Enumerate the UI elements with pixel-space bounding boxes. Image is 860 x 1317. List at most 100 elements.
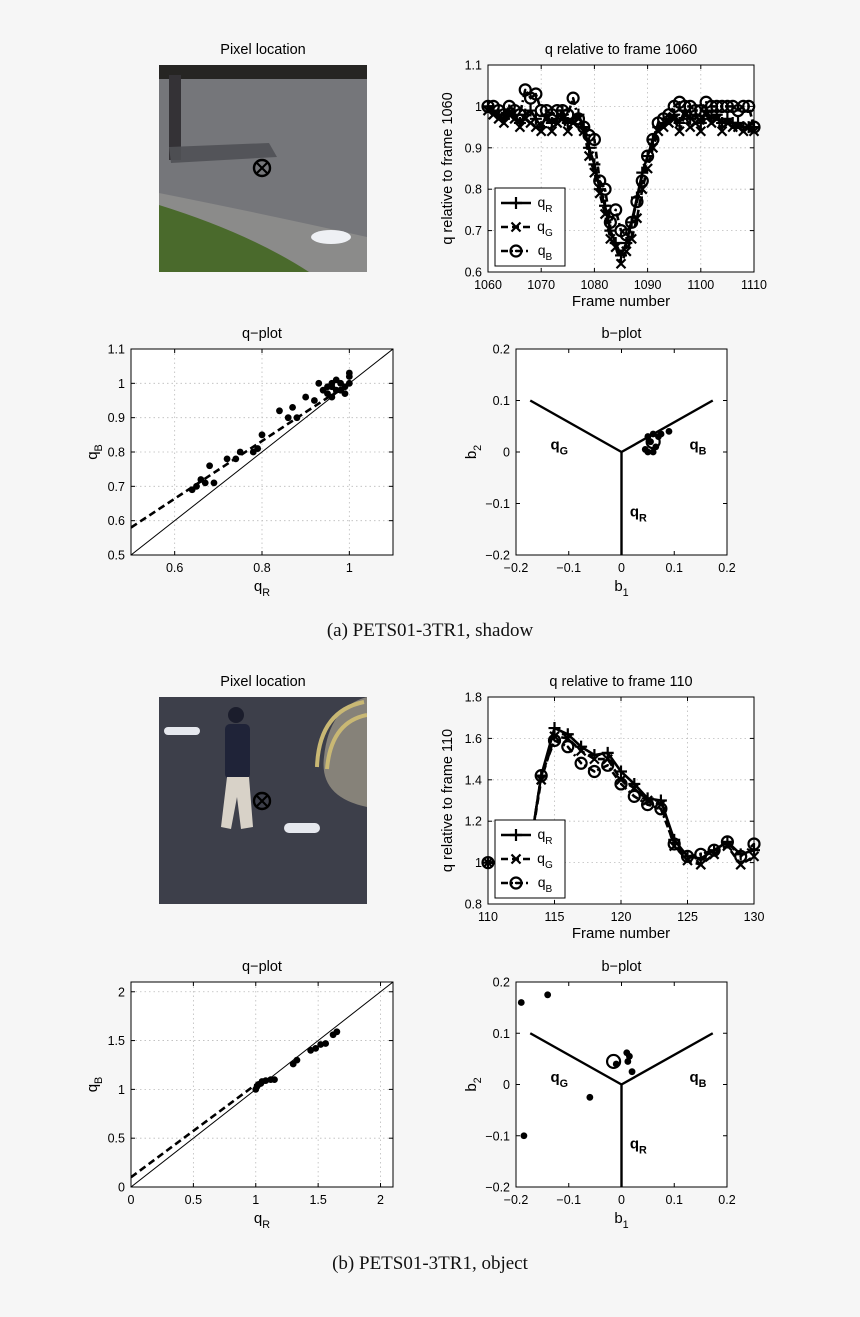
data-point-q_B xyxy=(587,764,602,779)
road-marking xyxy=(284,823,320,833)
data-point xyxy=(315,379,323,387)
scatter-chart-a_bplot: −0.2 −0.1 0 0.1 0.2 −0.2 −0.1 0 0.1 0.2 b−plot b1 b2… xyxy=(463,326,736,599)
data-point-q_B xyxy=(667,837,681,851)
data-point xyxy=(302,393,310,401)
data-point-q_R xyxy=(529,112,542,125)
data-point-q_B-dot xyxy=(609,221,612,224)
x-tick-label: 1070 xyxy=(527,278,555,292)
data-point-q_G xyxy=(682,855,693,866)
data-point xyxy=(311,397,318,404)
x-axis-label: b1 xyxy=(614,578,628,599)
x-tick-label: −0.2 xyxy=(504,561,529,575)
reference-point-circle xyxy=(605,1053,622,1070)
legend-label-q_G: qG xyxy=(537,850,553,871)
y-tick-label: 1 xyxy=(475,100,482,114)
person-legs xyxy=(221,777,253,829)
y-tick-label: 1.6 xyxy=(465,732,482,746)
y-tick-label: 0.8 xyxy=(108,446,125,460)
yellow-line xyxy=(325,713,367,770)
axes-frame xyxy=(515,981,728,1188)
data-point xyxy=(657,430,665,438)
data-point-q_B-dot xyxy=(651,138,655,141)
x-tick-label: 0.5 xyxy=(185,1193,202,1207)
y-tick-label: 2 xyxy=(118,985,125,999)
data-point-q_B-dot xyxy=(502,113,506,116)
chart-title: q relative to frame 1060 xyxy=(545,42,697,58)
chart-title: b−plot xyxy=(602,326,642,342)
data-point-q_B-dot xyxy=(659,807,663,810)
data-point-q_G xyxy=(626,233,637,245)
data-point xyxy=(293,1056,301,1064)
data-point-q_B-dot xyxy=(540,774,543,777)
data-point-q_G xyxy=(711,113,723,125)
data-point xyxy=(345,369,353,377)
data-point-q_B xyxy=(694,847,708,861)
data-point-q_G xyxy=(708,849,720,860)
y-tick-label: 0.9 xyxy=(108,411,125,425)
y-tick-label: 1.2 xyxy=(465,815,482,829)
data-point-q_B-dot xyxy=(603,188,607,191)
y-tick-label: 0 xyxy=(118,1181,125,1195)
x-tick-label: 0 xyxy=(128,1193,135,1207)
data-point-q_G xyxy=(583,150,595,162)
data-point-q_G xyxy=(655,799,667,810)
data-point-q_B-dot xyxy=(566,113,569,116)
plot-content xyxy=(131,349,393,555)
x-tick-label: 110 xyxy=(478,910,498,924)
data-point-q_B xyxy=(601,758,615,772)
data-point-q_B xyxy=(654,802,668,816)
axes-frame xyxy=(487,696,755,905)
x-tick-label: −0.1 xyxy=(556,561,581,575)
fit-line xyxy=(131,1083,257,1179)
data-point-q_B xyxy=(534,769,548,783)
car-edge xyxy=(159,65,367,79)
y-tick-label: −0.2 xyxy=(485,549,510,563)
plot-content xyxy=(131,982,393,1187)
person-head xyxy=(228,707,244,723)
data-point xyxy=(258,431,266,439)
x-tick-label: −0.2 xyxy=(504,1193,529,1207)
data-point-q_B-dot xyxy=(667,113,671,116)
data-point-q_B xyxy=(707,843,721,857)
pixel-image-a_pixel: Pixel location xyxy=(159,42,367,272)
data-point xyxy=(271,1076,278,1084)
data-point xyxy=(341,390,349,398)
data-point-q_B xyxy=(640,798,655,812)
data-point-q_R xyxy=(548,722,561,735)
data-point-q_G xyxy=(575,745,587,757)
x-tick-label: 0 xyxy=(618,561,625,575)
data-point-q_B xyxy=(627,789,641,803)
data-point-q_G xyxy=(615,258,627,269)
data-point xyxy=(586,1093,594,1101)
y-tick-label: 1 xyxy=(475,856,482,870)
data-point-q_B-dot xyxy=(646,803,649,806)
chart-title: Pixel location xyxy=(220,42,305,58)
y-axis-label: b2 xyxy=(463,1077,484,1091)
y-tick-label: 1.4 xyxy=(465,773,482,787)
scatter-chart-b_qplot: 0 0.5 1 1.5 2 0 0.5 1 1.5 2 q−plot qR qB xyxy=(84,959,394,1231)
x-tick-label: 130 xyxy=(744,910,765,924)
x-axis-label: qR xyxy=(254,578,270,599)
data-point-q_B-dot xyxy=(566,745,569,748)
grass xyxy=(159,205,309,272)
axes-frame xyxy=(487,64,755,273)
data-point xyxy=(210,479,218,487)
data-point xyxy=(322,1040,330,1047)
data-point-q_R xyxy=(524,104,537,117)
data-point xyxy=(223,455,231,463)
x-tick-label: 1090 xyxy=(634,278,662,292)
data-point-q_B xyxy=(640,149,655,163)
legend-marker-q_G xyxy=(510,221,522,233)
x-tick-label: 1.5 xyxy=(309,1193,326,1207)
data-point-q_B-dot xyxy=(699,853,702,856)
data-point xyxy=(293,414,301,422)
data-point-q_B xyxy=(646,132,660,147)
data-point-q_G xyxy=(562,125,574,137)
data-point xyxy=(647,438,654,446)
circle-cross-icon xyxy=(252,158,272,178)
data-point-q_G xyxy=(668,113,680,125)
data-point xyxy=(665,428,673,435)
data-point xyxy=(628,1068,636,1076)
y-tick-label: 0.8 xyxy=(465,183,482,197)
data-point xyxy=(345,379,353,387)
